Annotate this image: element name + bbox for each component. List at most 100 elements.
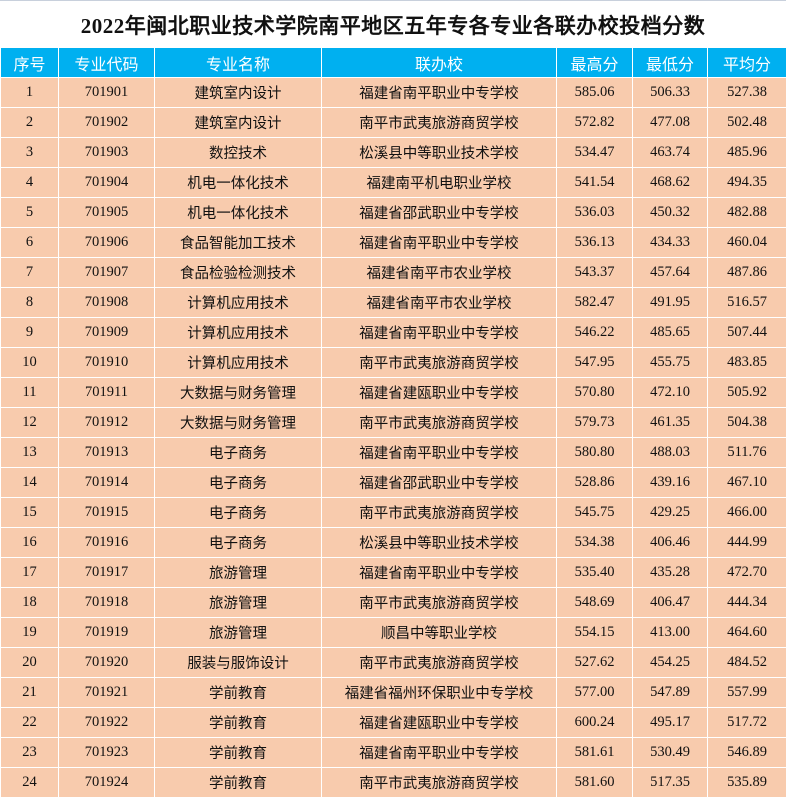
cell-partner-school: 福建南平机电职业学校 <box>322 168 557 198</box>
cell-max-score: 585.06 <box>557 78 633 108</box>
cell-seq: 22 <box>1 708 59 738</box>
cell-partner-school: 松溪县中等职业技术学校 <box>322 528 557 558</box>
cell-major-name: 学前教育 <box>155 738 322 768</box>
cell-major-code: 701913 <box>59 438 155 468</box>
cell-major-name: 电子商务 <box>155 528 322 558</box>
cell-min-score: 455.75 <box>633 348 708 378</box>
cell-major-name: 机电一体化技术 <box>155 168 322 198</box>
cell-major-name: 计算机应用技术 <box>155 288 322 318</box>
cell-min-score: 477.08 <box>633 108 708 138</box>
cell-max-score: 541.54 <box>557 168 633 198</box>
cell-major-name: 电子商务 <box>155 438 322 468</box>
cell-partner-school: 南平市武夷旅游商贸学校 <box>322 408 557 438</box>
cell-avg-score: 467.10 <box>708 468 786 498</box>
cell-major-code: 701918 <box>59 588 155 618</box>
cell-seq: 1 <box>1 78 59 108</box>
cell-partner-school: 福建省邵武职业中专学校 <box>322 198 557 228</box>
cell-major-code: 701907 <box>59 258 155 288</box>
column-header-seq: 序号 <box>1 48 59 78</box>
cell-partner-school: 南平市武夷旅游商贸学校 <box>322 588 557 618</box>
cell-partner-school: 福建省南平职业中专学校 <box>322 438 557 468</box>
cell-seq: 23 <box>1 738 59 768</box>
cell-min-score: 457.64 <box>633 258 708 288</box>
column-header-min-score: 最低分 <box>633 48 708 78</box>
cell-min-score: 450.32 <box>633 198 708 228</box>
cell-seq: 6 <box>1 228 59 258</box>
cell-max-score: 577.00 <box>557 678 633 708</box>
cell-avg-score: 505.92 <box>708 378 786 408</box>
cell-max-score: 536.13 <box>557 228 633 258</box>
cell-major-name: 学前教育 <box>155 708 322 738</box>
cell-seq: 12 <box>1 408 59 438</box>
column-header-avg-score: 平均分 <box>708 48 786 78</box>
cell-major-code: 701922 <box>59 708 155 738</box>
cell-avg-score: 511.76 <box>708 438 786 468</box>
cell-avg-score: 483.85 <box>708 348 786 378</box>
cell-major-code: 701903 <box>59 138 155 168</box>
cell-avg-score: 546.89 <box>708 738 786 768</box>
cell-partner-school: 福建省福州环保职业中专学校 <box>322 678 557 708</box>
cell-partner-school: 南平市武夷旅游商贸学校 <box>322 108 557 138</box>
cell-min-score: 472.10 <box>633 378 708 408</box>
cell-max-score: 581.61 <box>557 738 633 768</box>
cell-major-name: 学前教育 <box>155 768 322 798</box>
cell-major-code: 701921 <box>59 678 155 708</box>
cell-major-name: 建筑室内设计 <box>155 78 322 108</box>
cell-seq: 4 <box>1 168 59 198</box>
cell-partner-school: 南平市武夷旅游商贸学校 <box>322 498 557 528</box>
cell-major-code: 701914 <box>59 468 155 498</box>
cell-major-name: 食品智能加工技术 <box>155 228 322 258</box>
cell-avg-score: 494.35 <box>708 168 786 198</box>
cell-avg-score: 527.38 <box>708 78 786 108</box>
cell-major-code: 701902 <box>59 108 155 138</box>
cell-min-score: 406.46 <box>633 528 708 558</box>
cell-avg-score: 464.60 <box>708 618 786 648</box>
cell-avg-score: 472.70 <box>708 558 786 588</box>
cell-min-score: 439.16 <box>633 468 708 498</box>
cell-partner-school: 福建省南平职业中专学校 <box>322 558 557 588</box>
cell-max-score: 582.47 <box>557 288 633 318</box>
cell-major-code: 701909 <box>59 318 155 348</box>
column-header-major-code: 专业代码 <box>59 48 155 78</box>
cell-major-code: 701906 <box>59 228 155 258</box>
table-header-row: 序号专业代码专业名称联办校最高分最低分平均分 <box>1 48 786 78</box>
cell-min-score: 530.49 <box>633 738 708 768</box>
cell-major-name: 机电一体化技术 <box>155 198 322 228</box>
cell-partner-school: 福建省南平职业中专学校 <box>322 228 557 258</box>
cell-seq: 24 <box>1 768 59 798</box>
cell-major-name: 旅游管理 <box>155 618 322 648</box>
cell-max-score: 543.37 <box>557 258 633 288</box>
cell-major-code: 701915 <box>59 498 155 528</box>
cell-max-score: 547.95 <box>557 348 633 378</box>
cell-avg-score: 460.04 <box>708 228 786 258</box>
page-title: 2022年闽北职业技术学院南平地区五年专各专业各联办校投档分数 <box>0 0 786 47</box>
cell-avg-score: 485.96 <box>708 138 786 168</box>
cell-major-code: 701920 <box>59 648 155 678</box>
cell-major-name: 旅游管理 <box>155 588 322 618</box>
cell-major-code: 701910 <box>59 348 155 378</box>
cell-major-code: 701923 <box>59 738 155 768</box>
cell-seq: 15 <box>1 498 59 528</box>
cell-avg-score: 535.89 <box>708 768 786 798</box>
cell-major-name: 服装与服饰设计 <box>155 648 322 678</box>
cell-seq: 14 <box>1 468 59 498</box>
cell-max-score: 535.40 <box>557 558 633 588</box>
cell-major-code: 701916 <box>59 528 155 558</box>
cell-max-score: 527.62 <box>557 648 633 678</box>
cell-seq: 11 <box>1 378 59 408</box>
cell-min-score: 435.28 <box>633 558 708 588</box>
cell-major-name: 学前教育 <box>155 678 322 708</box>
cell-seq: 16 <box>1 528 59 558</box>
